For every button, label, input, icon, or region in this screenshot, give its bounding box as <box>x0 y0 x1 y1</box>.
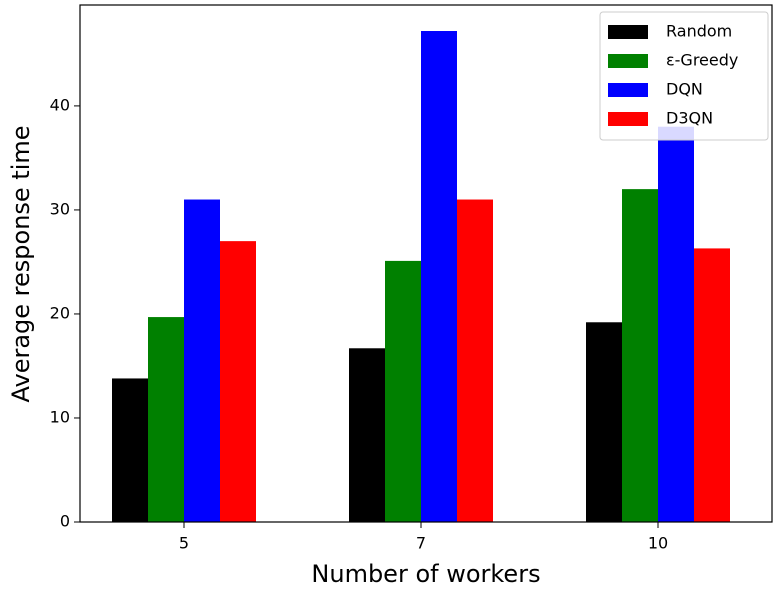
bar <box>421 31 457 522</box>
legend-label: D3QN <box>666 109 713 128</box>
legend-swatch <box>608 83 648 97</box>
bar <box>457 199 493 522</box>
bar <box>622 189 658 522</box>
y-tick-label: 0 <box>60 512 70 531</box>
bar <box>184 199 220 522</box>
x-axis-label: Number of workers <box>311 560 540 588</box>
plot-frame <box>79 4 773 523</box>
legend-swatch <box>608 25 648 39</box>
y-axis-label: Average response time <box>7 125 35 402</box>
legend-swatch <box>608 54 648 68</box>
legend-label: Random <box>666 22 732 41</box>
bar <box>220 241 256 522</box>
legend-box <box>599 11 769 141</box>
legend-label: DQN <box>666 80 703 99</box>
bar <box>385 260 421 522</box>
y-tick-label: 30 <box>50 199 70 218</box>
bar <box>349 348 385 522</box>
legend-label: ε-Greedy <box>666 51 738 70</box>
bar <box>112 378 148 522</box>
x-tick-label: 7 <box>416 534 426 553</box>
y-tick-label: 20 <box>50 303 70 322</box>
x-tick-label: 10 <box>648 534 668 553</box>
bar <box>658 126 694 522</box>
bar <box>586 322 622 522</box>
legend-swatch <box>608 112 648 126</box>
y-tick-label: 10 <box>50 407 70 426</box>
bar <box>148 317 184 522</box>
bar <box>694 248 730 522</box>
y-tick-label: 40 <box>50 95 70 114</box>
x-tick-label: 5 <box>179 534 189 553</box>
